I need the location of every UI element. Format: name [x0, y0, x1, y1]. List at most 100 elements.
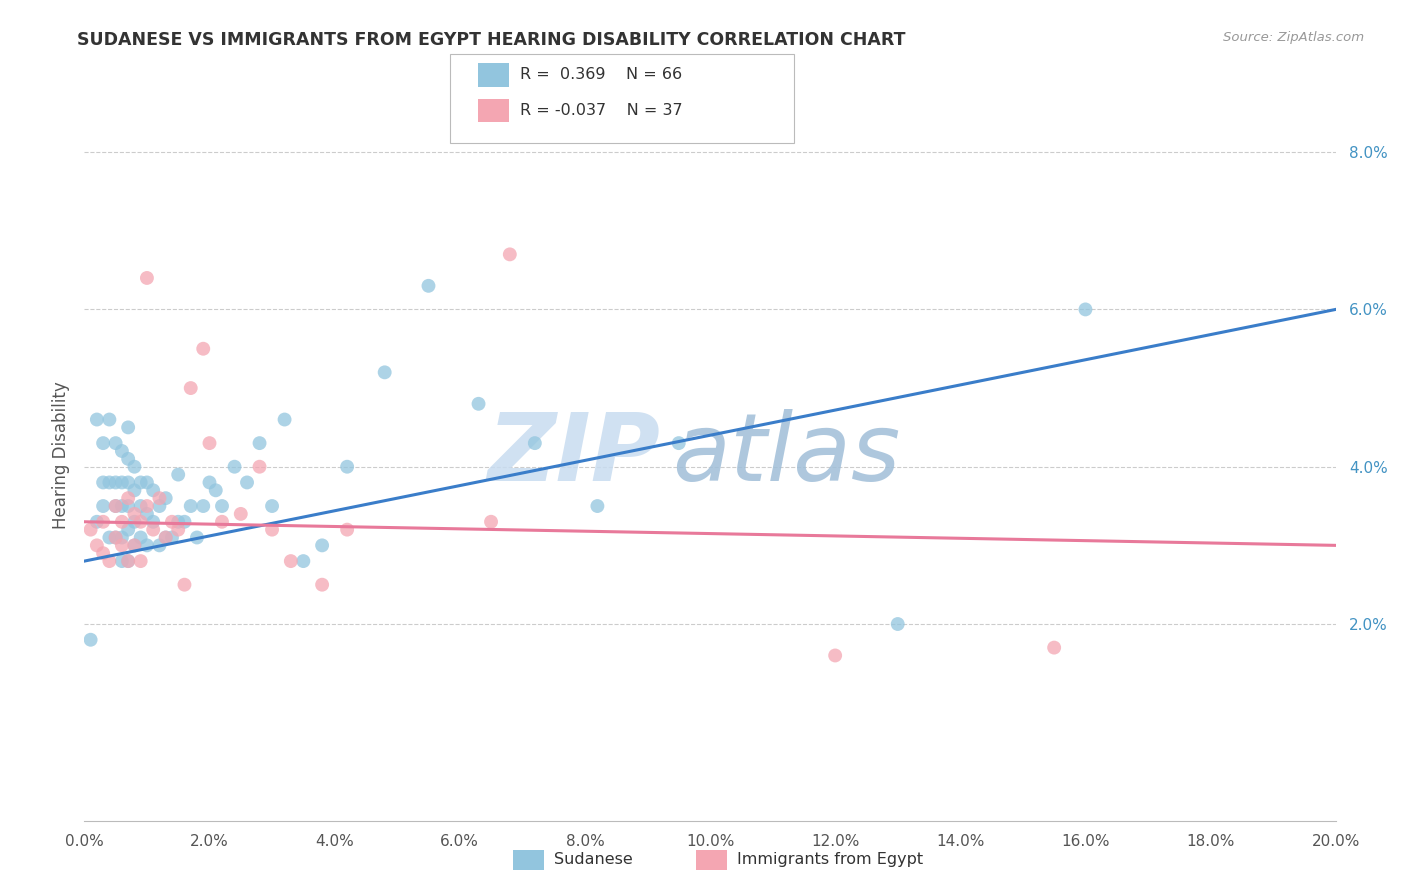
- Point: [236, 475, 259, 490]
- Point: [91, 499, 114, 513]
- Point: [155, 491, 177, 505]
- Point: [111, 444, 134, 458]
- Point: [336, 523, 359, 537]
- Point: [104, 499, 127, 513]
- Point: [160, 531, 183, 545]
- Point: [292, 554, 315, 568]
- Point: [104, 499, 127, 513]
- Point: [148, 491, 170, 505]
- Point: [86, 515, 108, 529]
- Point: [160, 515, 183, 529]
- Point: [117, 554, 139, 568]
- Point: [173, 577, 195, 591]
- Point: [224, 459, 246, 474]
- Point: [186, 531, 208, 545]
- Point: [111, 531, 134, 545]
- Point: [155, 531, 177, 545]
- Point: [117, 420, 139, 434]
- Y-axis label: Hearing Disability: Hearing Disability: [52, 381, 70, 529]
- Point: [193, 499, 215, 513]
- Point: [111, 515, 134, 529]
- Point: [523, 436, 546, 450]
- Point: [98, 475, 121, 490]
- Point: [98, 412, 121, 426]
- Point: [173, 515, 195, 529]
- Point: [167, 515, 190, 529]
- Point: [136, 499, 159, 513]
- Point: [79, 523, 101, 537]
- Point: [229, 507, 252, 521]
- Point: [79, 632, 101, 647]
- Point: [499, 247, 522, 261]
- Point: [124, 538, 146, 552]
- Point: [374, 365, 396, 379]
- Point: [311, 538, 333, 552]
- Point: [86, 538, 108, 552]
- Point: [124, 507, 146, 521]
- Point: [1043, 640, 1066, 655]
- Point: [148, 499, 170, 513]
- Point: [104, 531, 127, 545]
- Point: [117, 523, 139, 537]
- Text: atlas: atlas: [672, 409, 901, 500]
- Point: [142, 483, 165, 498]
- Point: [91, 515, 114, 529]
- Point: [91, 436, 114, 450]
- Point: [136, 507, 159, 521]
- Point: [479, 515, 502, 529]
- Point: [148, 538, 170, 552]
- Point: [668, 436, 690, 450]
- Point: [104, 436, 127, 450]
- Point: [124, 459, 146, 474]
- Text: R =  0.369    N = 66: R = 0.369 N = 66: [520, 68, 682, 82]
- Point: [311, 577, 333, 591]
- Point: [887, 617, 910, 632]
- Point: [136, 271, 159, 285]
- Point: [124, 538, 146, 552]
- Point: [117, 491, 139, 505]
- Point: [111, 554, 134, 568]
- Point: [124, 483, 146, 498]
- Point: [180, 381, 202, 395]
- Text: SUDANESE VS IMMIGRANTS FROM EGYPT HEARING DISABILITY CORRELATION CHART: SUDANESE VS IMMIGRANTS FROM EGYPT HEARIN…: [77, 31, 905, 49]
- Point: [142, 515, 165, 529]
- Point: [91, 546, 114, 560]
- Point: [142, 523, 165, 537]
- Point: [136, 538, 159, 552]
- Text: Immigrants from Egypt: Immigrants from Egypt: [737, 853, 922, 867]
- Text: Source: ZipAtlas.com: Source: ZipAtlas.com: [1223, 31, 1364, 45]
- Point: [117, 475, 139, 490]
- Point: [111, 538, 134, 552]
- Point: [167, 467, 190, 482]
- Point: [117, 499, 139, 513]
- Point: [467, 397, 489, 411]
- Point: [262, 499, 284, 513]
- Point: [824, 648, 846, 663]
- Point: [124, 515, 146, 529]
- Point: [280, 554, 302, 568]
- Point: [249, 459, 271, 474]
- Point: [1074, 302, 1097, 317]
- Text: Sudanese: Sudanese: [554, 853, 633, 867]
- Point: [336, 459, 359, 474]
- Point: [129, 475, 152, 490]
- Point: [111, 475, 134, 490]
- Point: [193, 342, 215, 356]
- Point: [198, 475, 221, 490]
- Point: [104, 531, 127, 545]
- Point: [249, 436, 271, 450]
- Point: [129, 554, 152, 568]
- Point: [117, 554, 139, 568]
- Point: [180, 499, 202, 513]
- Point: [129, 515, 152, 529]
- Point: [98, 531, 121, 545]
- Point: [262, 523, 284, 537]
- Point: [129, 531, 152, 545]
- Point: [117, 451, 139, 466]
- Text: R = -0.037    N = 37: R = -0.037 N = 37: [520, 103, 683, 118]
- Point: [129, 499, 152, 513]
- Point: [104, 475, 127, 490]
- Point: [167, 523, 190, 537]
- Point: [155, 531, 177, 545]
- Point: [211, 499, 233, 513]
